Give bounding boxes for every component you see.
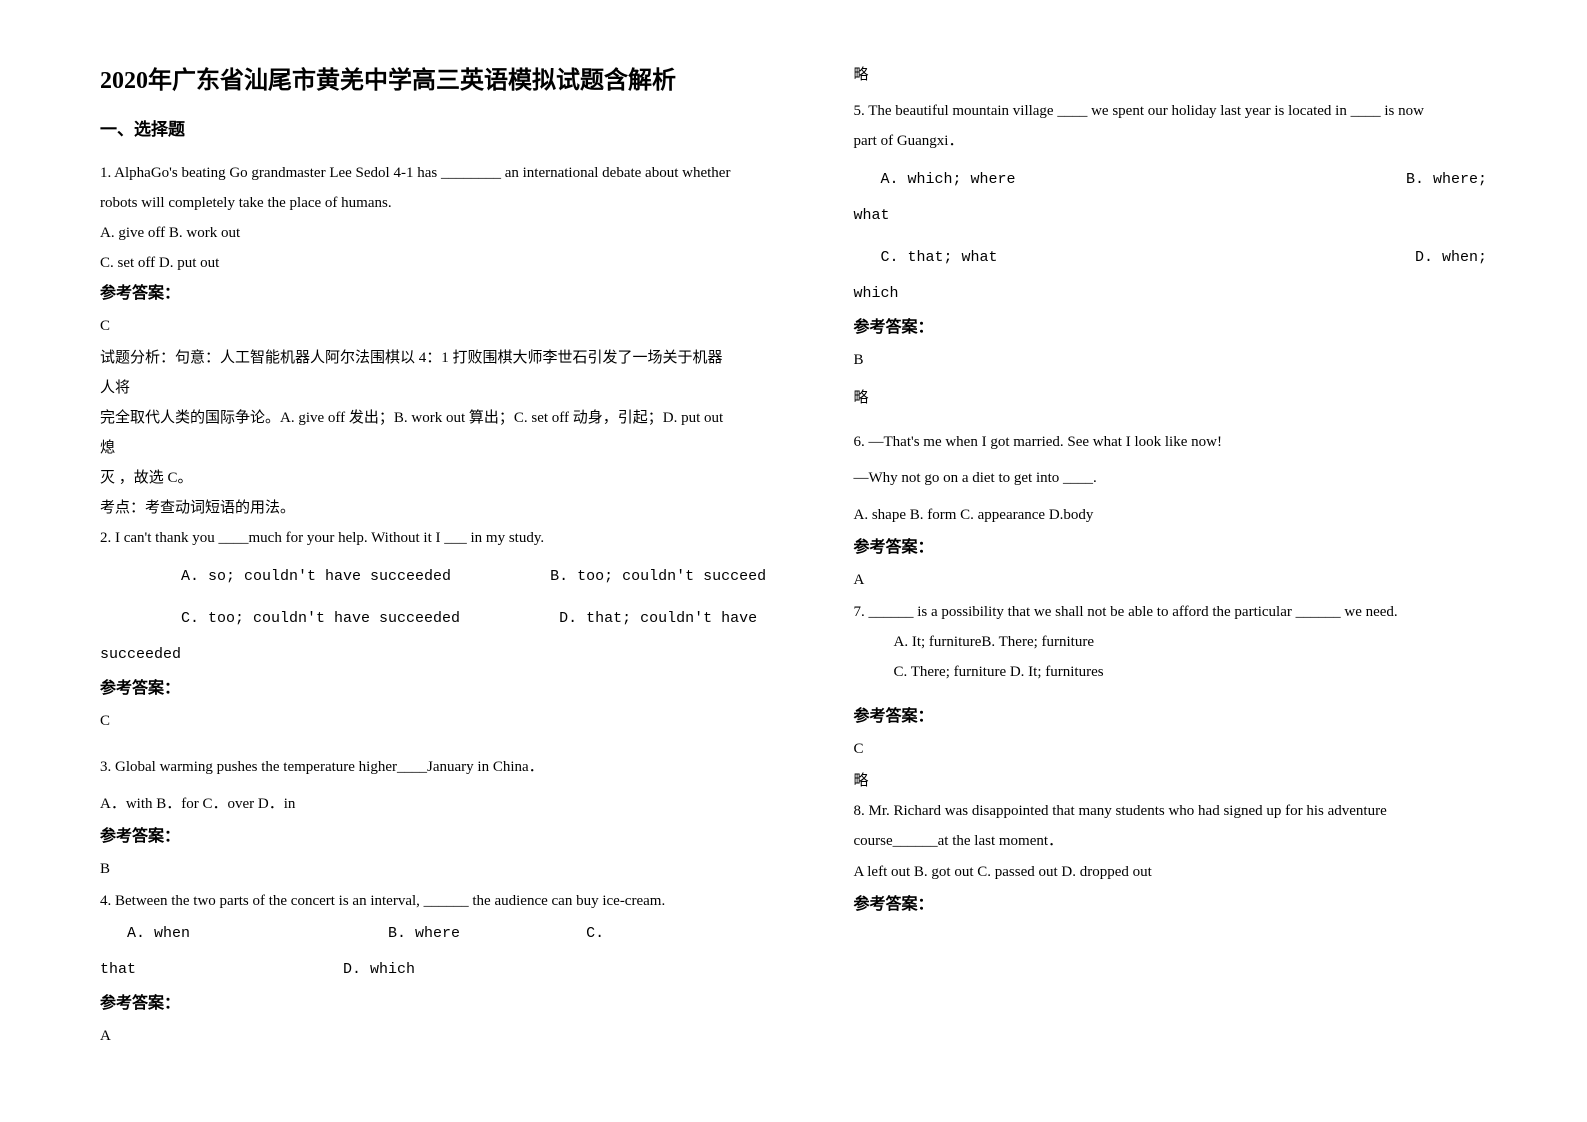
left-column: 2020年广东省汕尾市黄羌中学高三英语模拟试题含解析 一、选择题 1. Alph… <box>0 60 794 1122</box>
q5-answer-label: 参考答案： <box>854 312 1488 344</box>
q1-options-cd: C. set off D. put out <box>100 248 734 278</box>
q6-stem-line1: 6. —That's me when I got married. See wh… <box>854 427 1488 457</box>
page-columns: 2020年广东省汕尾市黄羌中学高三英语模拟试题含解析 一、选择题 1. Alph… <box>0 60 1587 1122</box>
q1-explanation-1: 试题分析：句意：人工智能机器人阿尔法围棋以 4：1 打败围棋大师李世石引发了一场… <box>100 343 734 403</box>
q8-options: A left out B. got out C. passed out D. d… <box>854 856 1488 889</box>
q1-explanation-3: 灭 ，故选 C。 <box>100 463 734 493</box>
lue-1: 略 <box>854 60 1488 90</box>
q1-stem-line2: robots will completely take the place of… <box>100 188 734 218</box>
q2-answer-label: 参考答案： <box>100 673 734 705</box>
q7-stem: 7. ______ is a possibility that we shall… <box>854 597 1488 627</box>
q2-options-row1: A. so; couldn't have succeeded B. too; c… <box>100 559 734 595</box>
q7-options-1: A. It; furnitureB. There; furniture <box>854 627 1488 657</box>
q7-answer: C <box>854 733 1488 766</box>
q6-answer: A <box>854 564 1488 597</box>
q5-opt-a: A. which; where <box>854 162 1016 198</box>
q7-options-2: C. There; furniture D. It; furnitures <box>854 657 1488 687</box>
q8-answer-label: 参考答案： <box>854 889 1488 921</box>
q6-stem-line2: —Why not go on a diet to get into ____. <box>854 463 1488 493</box>
q4-stem: 4. Between the two parts of the concert … <box>100 886 734 916</box>
q5-answer: B <box>854 344 1488 377</box>
q1-explanation-2: 完全取代人类的国际争论。A. give off 发出；B. work out 算… <box>100 403 734 463</box>
q6-answer-label: 参考答案： <box>854 532 1488 564</box>
q2-answer: C <box>100 705 734 738</box>
q5-opt-b-cont: what <box>854 198 1488 234</box>
q2-stem: 2. I can't thank you ____much for your h… <box>100 523 734 553</box>
q1-answer: C <box>100 310 734 343</box>
q6-options: A. shape B. form C. appearance D.body <box>854 499 1488 532</box>
lue-3: 略 <box>854 766 1488 796</box>
q4-options-row1: A. when B. where C. <box>100 916 734 952</box>
q2-options-row2: C. too; couldn't have succeeded D. that;… <box>100 601 734 637</box>
q3-answer-label: 参考答案： <box>100 821 734 853</box>
q4-answer: A <box>100 1020 734 1053</box>
q3-answer: B <box>100 853 734 886</box>
q2-options-row2b: succeeded <box>100 637 734 673</box>
section-heading: 一、选择题 <box>100 115 734 140</box>
q1-answer-label: 参考答案： <box>100 278 734 310</box>
q3-options: A．with B．for C．over D．in <box>100 788 734 821</box>
lue-2: 略 <box>854 383 1488 413</box>
q1-explanation-4: 考点：考查动词短语的用法。 <box>100 493 734 523</box>
q1-options-ab: A. give off B. work out <box>100 218 734 248</box>
q5-opt-d-cont: which <box>854 276 1488 312</box>
q5-opt-d: D. when; <box>1415 240 1487 276</box>
q5-stem-line1: 5. The beautiful mountain village ____ w… <box>854 96 1488 126</box>
q1-stem-line1: 1. AlphaGo's beating Go grandmaster Lee … <box>100 158 734 188</box>
q5-stem-line2: part of Guangxi． <box>854 126 1488 156</box>
q4-options-row2: that D. which <box>100 952 734 988</box>
q8-stem-line1: 8. Mr. Richard was disappointed that man… <box>854 796 1488 826</box>
right-column: 略 5. The beautiful mountain village ____… <box>794 60 1587 1122</box>
q4-answer-label: 参考答案： <box>100 988 734 1020</box>
page-title: 2020年广东省汕尾市黄羌中学高三英语模拟试题含解析 <box>100 60 734 95</box>
q5-opt-c: C. that; what <box>854 240 998 276</box>
q5-opt-b: B. where; <box>1406 162 1487 198</box>
q7-answer-label: 参考答案： <box>854 701 1488 733</box>
q3-stem: 3. Global warming pushes the temperature… <box>100 752 734 782</box>
q8-stem-line2: course______at the last moment． <box>854 826 1488 856</box>
